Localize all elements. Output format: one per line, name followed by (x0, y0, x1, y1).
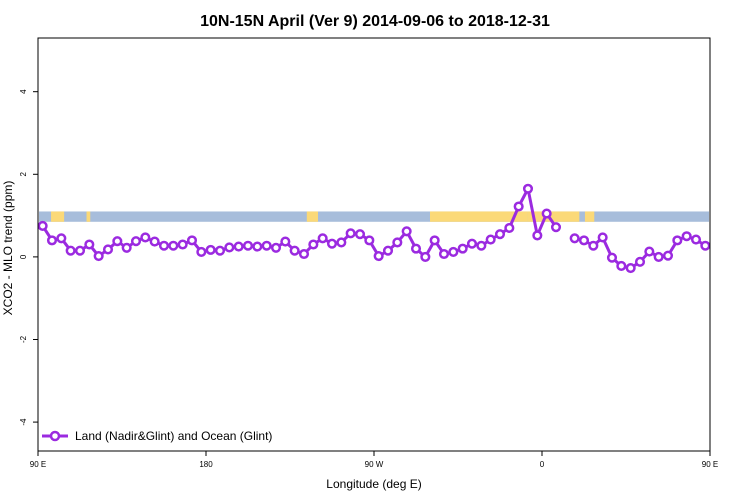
data-point (597, 232, 608, 243)
data-point (140, 232, 151, 243)
land-segment (86, 211, 91, 222)
y-tick-label: -2 (19, 335, 28, 343)
data-point (644, 246, 655, 257)
data-point (261, 240, 272, 251)
y-tick-label: 0 (19, 254, 28, 259)
data-point (270, 242, 282, 253)
y-axis-label: XCO2 - MLO trend (ppm) (1, 181, 15, 316)
data-point (513, 201, 524, 212)
x-tick-label: 90 W (365, 460, 384, 469)
land-ocean-strip (39, 211, 709, 222)
data-point (130, 236, 142, 247)
data-point (466, 238, 478, 249)
data-point (158, 240, 170, 251)
data-point (690, 234, 702, 245)
data-point (326, 238, 338, 249)
data-point (102, 244, 114, 255)
data-point (541, 208, 552, 219)
data-point (494, 229, 506, 240)
data-point (345, 228, 356, 239)
data-point (438, 248, 450, 260)
data-point (252, 241, 263, 252)
data-point (672, 235, 683, 246)
data-point (429, 235, 440, 246)
data-point (410, 243, 422, 254)
data-point (392, 237, 403, 248)
data-point (354, 229, 366, 240)
x-axis-label: Longitude (deg E) (326, 477, 421, 491)
data-point (476, 240, 487, 251)
x-tick-label: 180 (199, 460, 213, 469)
data-point (550, 222, 562, 233)
x-tick-label: 90 E (702, 460, 718, 469)
data-point (289, 245, 300, 256)
data-point (336, 237, 347, 248)
data-point (317, 233, 328, 244)
data-point (233, 241, 244, 252)
data-point (681, 231, 692, 242)
data-point (448, 246, 459, 257)
data-point (653, 251, 664, 262)
data-point (298, 248, 310, 260)
data-point (364, 235, 375, 246)
y-tick-label: 2 (19, 172, 28, 177)
chart-title: 10N-15N April (Ver 9) 2014-09-06 to 2018… (200, 13, 550, 30)
data-point (401, 226, 412, 237)
data-point (588, 240, 599, 251)
data-point (373, 251, 384, 262)
ocean-band (39, 211, 709, 222)
data-point (65, 245, 76, 256)
x-tick-label: 90 E (30, 460, 46, 469)
data-point (84, 239, 95, 250)
data-point (504, 222, 515, 234)
x-tick-label: 0 (540, 460, 545, 469)
series-points (37, 183, 711, 274)
data-point (625, 262, 636, 274)
data-point (457, 243, 468, 254)
data-point (308, 239, 319, 250)
data-point (149, 236, 160, 247)
data-point (74, 245, 86, 256)
data-point (37, 220, 48, 231)
y-tick-label: 4 (19, 89, 28, 94)
data-point (606, 252, 618, 263)
data-point (662, 250, 674, 261)
data-point (93, 251, 104, 262)
data-point (634, 256, 646, 267)
y-axis: -4 -2 0 2 4 (19, 89, 38, 426)
data-point (700, 240, 711, 251)
data-point (196, 246, 207, 257)
data-point (578, 235, 590, 246)
data-point (168, 240, 179, 251)
data-point (420, 251, 431, 262)
data-point (224, 242, 235, 253)
land-segment (306, 211, 318, 222)
data-point (522, 183, 534, 194)
data-point (280, 236, 291, 247)
x-axis: 90 E 180 90 W 0 90 E (30, 451, 718, 469)
data-point (382, 245, 394, 256)
data-point (46, 235, 58, 246)
data-point (569, 233, 580, 244)
data-point (121, 242, 132, 253)
data-point (532, 230, 543, 241)
data-point (242, 240, 254, 251)
land-segment (430, 211, 528, 222)
legend: Land (Nadir&Glint) and Ocean (Glint) (42, 429, 272, 443)
data-point (177, 239, 188, 250)
land-segment (584, 211, 595, 222)
data-point (112, 236, 123, 247)
y-tick-label: -4 (19, 418, 28, 426)
land-segment (527, 211, 580, 222)
land-segment (51, 211, 65, 222)
legend-label: Land (Nadir&Glint) and Ocean (Glint) (75, 429, 272, 443)
legend-marker (49, 430, 61, 442)
data-point (56, 233, 67, 244)
data-point (485, 234, 496, 245)
data-point (616, 260, 627, 272)
data-point (205, 244, 216, 255)
data-point (214, 245, 226, 256)
data-point (186, 235, 198, 246)
